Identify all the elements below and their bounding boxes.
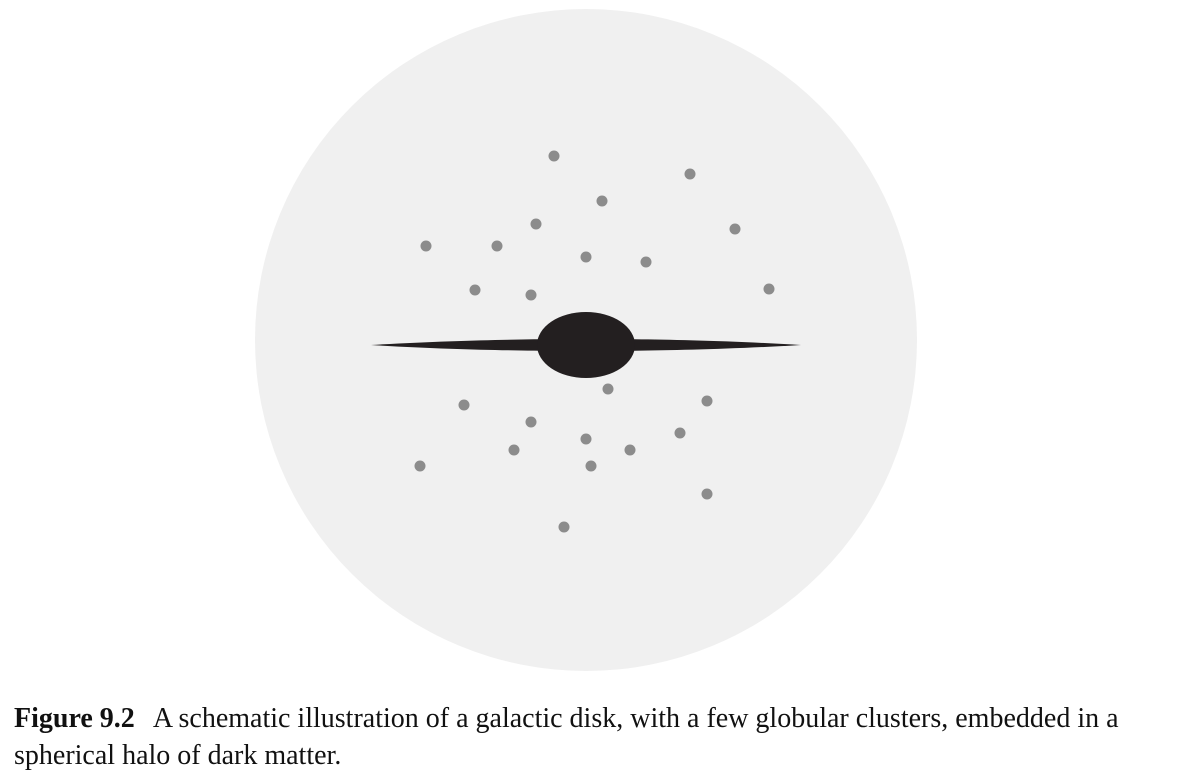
globular-cluster bbox=[420, 240, 432, 252]
globular-cluster bbox=[525, 416, 537, 428]
globular-cluster bbox=[525, 289, 537, 301]
globular-cluster bbox=[602, 383, 614, 395]
galactic-bulge bbox=[537, 312, 635, 378]
globular-clusters bbox=[414, 150, 775, 533]
globular-cluster bbox=[458, 399, 470, 411]
globular-cluster bbox=[701, 488, 713, 500]
globular-cluster bbox=[548, 150, 560, 162]
globular-cluster bbox=[596, 195, 608, 207]
globular-cluster bbox=[580, 251, 592, 263]
figure-caption: Figure 9.2 A schematic illustration of a … bbox=[14, 700, 1184, 774]
globular-cluster bbox=[640, 256, 652, 268]
globular-cluster bbox=[763, 283, 775, 295]
globular-cluster bbox=[701, 395, 713, 407]
globular-cluster bbox=[469, 284, 481, 296]
globular-cluster bbox=[729, 223, 741, 235]
galaxy bbox=[371, 312, 801, 378]
globular-cluster bbox=[491, 240, 503, 252]
globular-cluster bbox=[530, 218, 542, 230]
globular-cluster bbox=[558, 521, 570, 533]
globular-cluster bbox=[624, 444, 636, 456]
globular-cluster bbox=[508, 444, 520, 456]
globular-cluster bbox=[414, 460, 426, 472]
caption-text: A schematic illustration of a galactic d… bbox=[14, 703, 1119, 771]
galaxy-figure bbox=[255, 9, 917, 671]
globular-cluster bbox=[580, 433, 592, 445]
globular-cluster bbox=[684, 168, 696, 180]
globular-cluster bbox=[585, 460, 597, 472]
caption-label: Figure 9.2 bbox=[14, 703, 135, 734]
globular-cluster bbox=[674, 427, 686, 439]
